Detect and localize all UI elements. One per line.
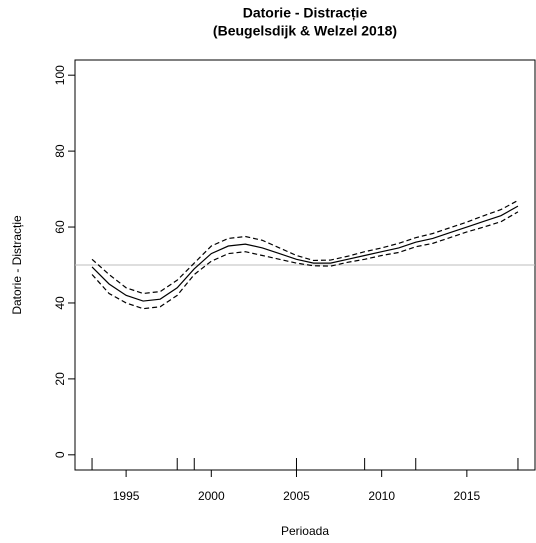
y-tick-label: 100 [53,65,67,85]
chart-title: Datorie - Distracție [243,5,368,21]
x-tick-label: 2010 [368,489,395,503]
y-tick-label: 60 [53,220,67,234]
y-tick-label: 80 [53,144,67,158]
series-line [91,199,519,295]
y-axis-label: Datorie - Distracție [10,215,24,315]
chart-subtitle: (Beugelsdijk & Welzel 2018) [213,23,397,39]
x-tick-label: 2005 [283,489,310,503]
y-tick-label: 40 [53,296,67,310]
x-tick-label: 2015 [454,489,481,503]
x-tick-label: 1995 [113,489,140,503]
x-tick-label: 2000 [198,489,225,503]
series-line [91,205,519,302]
y-tick-label: 0 [53,451,67,458]
y-tick-label: 20 [53,372,67,386]
x-axis-label: Perioada [281,524,329,538]
series-line [91,211,519,310]
